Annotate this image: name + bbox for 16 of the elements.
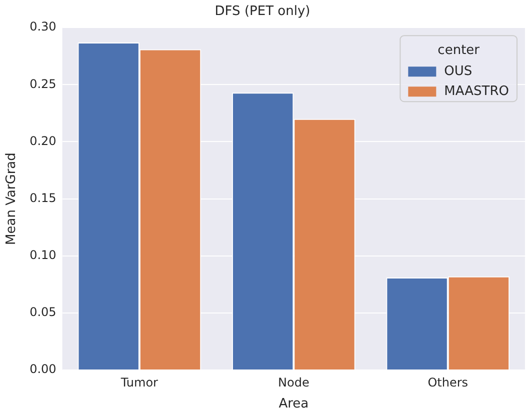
x-tick-label: Node [278,375,310,390]
y-tick-label: 0.20 [30,134,56,148]
x-axis-title: Area [278,396,309,412]
chart-title: DFS (PET only) [214,4,310,20]
legend-title: center [438,42,480,58]
y-tick-label: 0.05 [30,305,56,320]
y-tick-label: 0.00 [30,362,56,376]
y-axis-title: Mean VarGrad [4,152,20,245]
y-tick-label: 0.10 [30,248,56,262]
y-tick-label: 0.15 [30,190,56,205]
x-tick-label: Tumor [120,375,158,390]
y-tick-label: 0.30 [30,20,56,34]
x-tick-label: Others [428,375,468,390]
y-tick-label: 0.25 [30,76,56,91]
legend-label: MAASTRO [444,84,510,99]
legend-label: OUS [444,64,472,79]
